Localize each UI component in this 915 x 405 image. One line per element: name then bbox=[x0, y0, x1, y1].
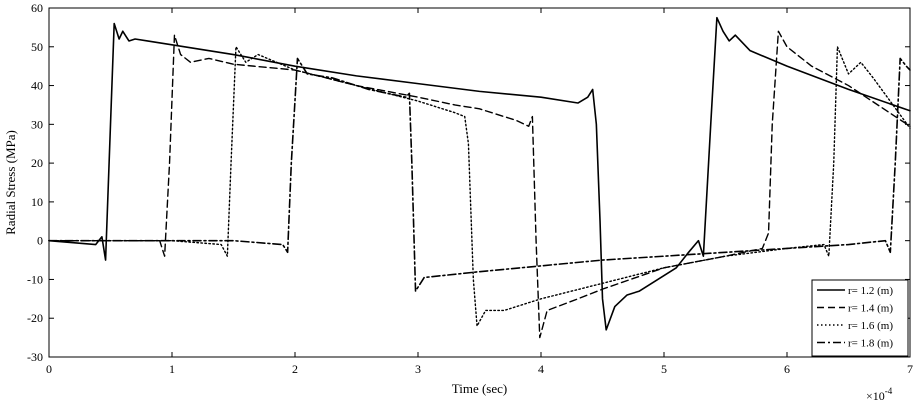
x-tick-label: 7 bbox=[907, 362, 913, 376]
y-tick-label: 30 bbox=[31, 117, 43, 131]
legend-label: r= 1.6 (m) bbox=[848, 320, 893, 332]
y-axis-label: Radial Stress (MPa) bbox=[3, 130, 18, 235]
legend-label: r= 1.8 (m) bbox=[848, 338, 893, 350]
y-tick-label: -30 bbox=[27, 350, 43, 364]
series-line-2 bbox=[48, 30, 911, 339]
y-tick-label: 60 bbox=[31, 1, 43, 15]
y-axis-ticks: -30 -20 -10 0 10 20 30 40 50 60 bbox=[27, 1, 910, 364]
legend-label: r= 1.4 (m) bbox=[848, 303, 893, 315]
x-axis-multiplier: ×10-4 bbox=[866, 386, 893, 403]
x-tick-label: 4 bbox=[538, 362, 544, 376]
x-tick-label: 2 bbox=[292, 362, 298, 376]
x-axis-label: Time (sec) bbox=[452, 381, 508, 396]
y-tick-label: 0 bbox=[37, 234, 43, 248]
y-tick-label: -20 bbox=[27, 311, 43, 325]
series-line-3 bbox=[48, 46, 911, 327]
plot-frame bbox=[48, 7, 911, 358]
x-tick-label: 0 bbox=[46, 362, 52, 376]
y-tick-label: -10 bbox=[27, 272, 43, 286]
y-tick-label: 40 bbox=[31, 79, 43, 93]
y-tick-label: 20 bbox=[31, 156, 43, 170]
x-tick-label: 6 bbox=[784, 362, 790, 376]
series-line-1 bbox=[48, 16, 911, 331]
y-tick-label: 10 bbox=[31, 195, 43, 209]
legend-label: r= 1.2 (m) bbox=[848, 285, 893, 297]
series-layer bbox=[48, 16, 911, 339]
x-tick-label: 5 bbox=[661, 362, 667, 376]
y-tick-label: 50 bbox=[31, 40, 43, 54]
legend: r= 1.2 (m) r= 1.4 (m) r= 1.6 (m) r= 1.8 (m) bbox=[811, 279, 909, 357]
x-tick-label: 3 bbox=[415, 362, 421, 376]
x-axis-multiplier-exponent: -4 bbox=[885, 386, 893, 396]
x-axis-multiplier-base: ×10 bbox=[866, 389, 885, 403]
legend-box bbox=[811, 279, 909, 357]
series-line-4 bbox=[48, 57, 911, 292]
x-tick-label: 1 bbox=[169, 362, 175, 376]
